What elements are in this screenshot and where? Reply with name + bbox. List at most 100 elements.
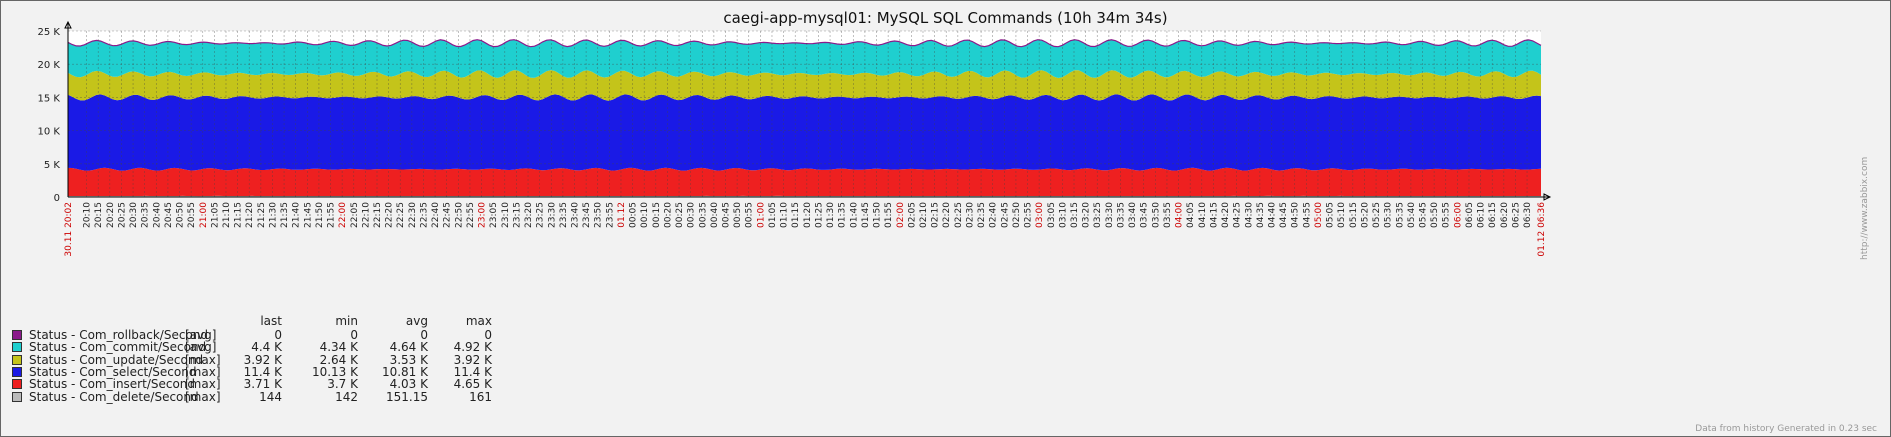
legend-value-avg: 151.15 bbox=[386, 389, 428, 404]
x-tick-label: 00:30 bbox=[687, 202, 697, 228]
x-tick-label: 01:55 bbox=[884, 202, 894, 228]
legend-value-last: 3.71 K bbox=[243, 377, 282, 392]
x-tick-label: 23:20 bbox=[524, 202, 534, 228]
x-tick-label: 05:05 bbox=[1326, 202, 1336, 228]
x-tick-label: 21:00 bbox=[199, 202, 209, 228]
legend-swatch bbox=[12, 366, 22, 377]
y-axis-arrow bbox=[64, 20, 72, 29]
x-tick-label: 06:15 bbox=[1488, 202, 1498, 228]
legend-series-name: Status - Com_insert/Second bbox=[29, 377, 196, 392]
legend-value-last: 3.92 K bbox=[243, 352, 282, 367]
side-url: http://www.zabbix.com bbox=[1860, 156, 1870, 260]
x-tick-label: 21:45 bbox=[303, 202, 313, 228]
legend-col-max: max bbox=[465, 314, 492, 328]
legend-series-func: [avg] bbox=[185, 328, 217, 342]
x-tick-label: 21:40 bbox=[292, 202, 302, 228]
legend-swatch bbox=[12, 391, 22, 402]
x-tick-label: 00:55 bbox=[745, 202, 755, 228]
x-tick-label: 22:00 bbox=[338, 202, 348, 228]
chart-title: caegi-app-mysql01: MySQL SQL Commands (1… bbox=[723, 9, 1168, 27]
x-tick-label: 23:25 bbox=[536, 202, 546, 228]
x-axis-arrow bbox=[1543, 193, 1552, 201]
x-tick-label: 00:40 bbox=[710, 202, 720, 228]
x-tick-label: 22:25 bbox=[396, 202, 406, 228]
legend-value-max: 4.65 K bbox=[453, 377, 492, 392]
footer-note: Data from history Generated in 0.23 sec bbox=[1695, 424, 1877, 434]
legend-value-last: 11.4 K bbox=[243, 364, 282, 379]
x-tick-label: 01:05 bbox=[768, 202, 778, 228]
legend-value-avg: 0 bbox=[420, 328, 428, 342]
x-tick-label: 05:40 bbox=[1407, 202, 1417, 228]
legend-series-func: [avg] bbox=[185, 340, 217, 355]
x-tick-label: 03:50 bbox=[1151, 202, 1161, 228]
x-tick-label: 03:15 bbox=[1070, 202, 1080, 228]
legend-value-min: 142 bbox=[335, 389, 358, 404]
x-tick-label: 20:50 bbox=[176, 202, 186, 228]
x-tick-label: 06:25 bbox=[1511, 202, 1521, 228]
x-tick-label: 06:05 bbox=[1465, 202, 1475, 228]
x-tick-label: 01.12 bbox=[617, 202, 627, 228]
legend-value-min: 2.64 K bbox=[319, 352, 358, 367]
x-tick-label: 04:55 bbox=[1302, 202, 1312, 228]
x-tick-label: 03:20 bbox=[1082, 202, 1092, 228]
x-tick-label: 23:05 bbox=[489, 202, 499, 228]
x-tick-label: 04:10 bbox=[1198, 202, 1208, 228]
x-tick-label: 05:10 bbox=[1337, 202, 1347, 228]
series-line-com-rollback bbox=[67, 39, 1542, 48]
x-tick-label: 03:55 bbox=[1163, 202, 1173, 228]
area-com-update bbox=[68, 70, 1541, 101]
x-tick-label: 02:35 bbox=[977, 202, 987, 228]
legend-value-min: 3.7 K bbox=[327, 377, 358, 392]
x-tick-label: 20:20 bbox=[106, 202, 116, 228]
x-tick-label: 22:40 bbox=[431, 202, 441, 228]
x-tick-label: 22:30 bbox=[408, 202, 418, 228]
x-end-label: 01.12 06:36 bbox=[1537, 202, 1547, 257]
legend-value-last: 4.4 K bbox=[251, 340, 282, 355]
legend-value-max: 161 bbox=[469, 389, 492, 404]
legend-value-last: 0 bbox=[274, 328, 282, 342]
legend-value-avg: 10.81 K bbox=[381, 364, 428, 379]
x-tick-label: 20:15 bbox=[94, 202, 104, 228]
x-tick-label: 00:05 bbox=[629, 202, 639, 228]
x-tick-label: 21:20 bbox=[245, 202, 255, 228]
x-tick-label: 03:40 bbox=[1128, 202, 1138, 228]
y-tick-label: 5 K bbox=[44, 160, 61, 171]
legend-value-min: 10.13 K bbox=[311, 364, 358, 379]
x-tick-label: 23:15 bbox=[512, 202, 522, 228]
x-tick-label: 04:35 bbox=[1256, 202, 1266, 228]
x-tick-label: 23:10 bbox=[501, 202, 511, 228]
x-tick-label: 21:35 bbox=[280, 202, 290, 228]
x-tick-label: 02:20 bbox=[942, 202, 952, 228]
legend-value-last: 144 bbox=[259, 389, 282, 404]
legend-value-max: 4.92 K bbox=[453, 340, 492, 355]
x-tick-label: 06:00 bbox=[1453, 202, 1463, 228]
legend-series-name: Status - Com_select/Second bbox=[29, 364, 197, 379]
legend-value-min: 4.34 K bbox=[319, 340, 358, 355]
legend-swatch bbox=[12, 342, 22, 353]
x-tick-label: 21:15 bbox=[234, 202, 244, 228]
x-tick-label: 02:10 bbox=[919, 202, 929, 228]
x-tick-label: 05:35 bbox=[1395, 202, 1405, 228]
x-tick-label: 21:55 bbox=[327, 202, 337, 228]
x-tick-label: 21:30 bbox=[268, 202, 278, 228]
x-tick-label: 22:10 bbox=[361, 202, 371, 228]
x-tick-label: 02:25 bbox=[954, 202, 964, 228]
x-tick-label: 04:45 bbox=[1279, 202, 1289, 228]
x-tick-label: 20:45 bbox=[164, 202, 174, 228]
x-tick-label: 04:15 bbox=[1209, 202, 1219, 228]
x-tick-label: 00:45 bbox=[722, 202, 732, 228]
x-tick-label: 01:50 bbox=[873, 202, 883, 228]
legend-col-last: last bbox=[260, 314, 282, 328]
legend-series-func: [max] bbox=[185, 364, 221, 379]
legend-series-func: [max] bbox=[185, 377, 221, 392]
x-tick-label: 23:30 bbox=[547, 202, 557, 228]
legend-value-avg: 3.53 K bbox=[389, 352, 428, 367]
legend-swatch bbox=[12, 354, 22, 365]
legend-col-avg: avg bbox=[405, 314, 428, 328]
x-tick-label: 21:25 bbox=[257, 202, 267, 228]
legend-series-name: Status - Com_commit/Second bbox=[29, 340, 207, 355]
x-tick-label: 20:55 bbox=[187, 202, 197, 228]
x-tick-label: 22:15 bbox=[373, 202, 383, 228]
x-tick-label: 02:45 bbox=[1000, 202, 1010, 228]
